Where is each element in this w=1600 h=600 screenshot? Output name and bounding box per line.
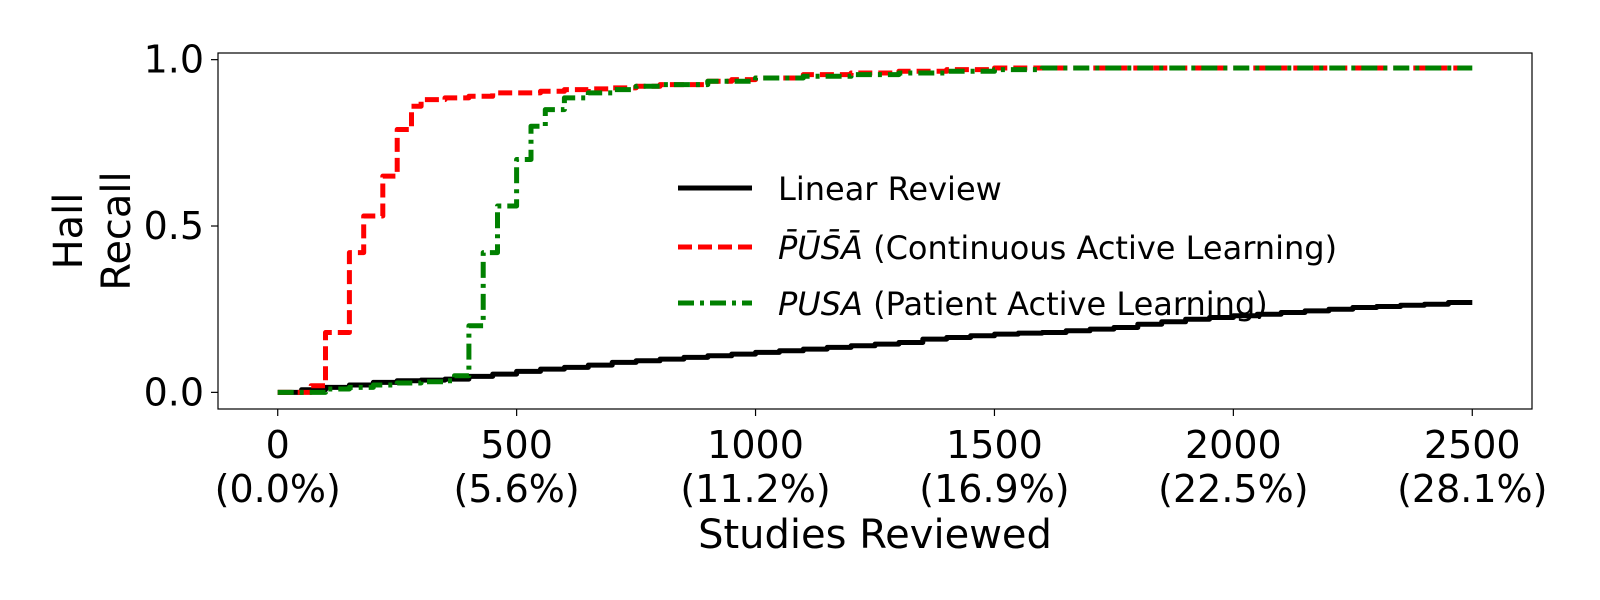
legend-label-1: Linear Review	[778, 170, 1002, 208]
y-tick-label: 1.0	[144, 38, 204, 82]
x-axis: 0(0.0%) 500(5.6%) 1000(11.2%) 1500(16.9%) 20…	[215, 409, 1547, 511]
legend-label-3: PUSA (Patient Active Learning)	[778, 285, 1268, 323]
y-tick-label: 0.0	[144, 370, 204, 414]
series-line-3	[277, 65, 1473, 395]
legend-label-2: P̄ŪS̄Ā (Continuous Active Learning)	[778, 228, 1337, 267]
x-tick-percent: (5.6%)	[454, 467, 580, 511]
x-tick-label: 0	[266, 423, 290, 467]
plot-frame	[217, 52, 1533, 410]
x-tick-percent: (11.2%)	[680, 467, 830, 511]
y-tick-label: 0.5	[144, 204, 204, 248]
x-tick-label: 500	[480, 423, 553, 467]
y-axis-title-line-1: Hall	[46, 193, 92, 270]
y-axis-title: Hall Recall	[46, 171, 140, 290]
x-tick-label: 1500	[946, 423, 1043, 467]
x-tick-label: 2500	[1424, 423, 1521, 467]
x-tick-percent: (16.9%)	[919, 467, 1069, 511]
x-axis-title: Studies Reviewed	[698, 512, 1052, 558]
plot-series-group	[277, 65, 1473, 395]
x-tick-percent: (28.1%)	[1397, 467, 1547, 511]
y-axis-title-line-2: Recall	[94, 171, 140, 290]
series-line-1	[277, 300, 1473, 395]
legend: Linear Review P̄ŪS̄Ā (Continuous Active L…	[678, 170, 1337, 323]
x-tick-percent: (22.5%)	[1158, 467, 1308, 511]
x-tick-percent: (0.0%)	[215, 467, 341, 511]
y-axis: 0.0 0.5 1.0	[144, 38, 218, 414]
x-tick-label: 2000	[1185, 423, 1282, 467]
x-tick-label: 1000	[707, 423, 804, 467]
